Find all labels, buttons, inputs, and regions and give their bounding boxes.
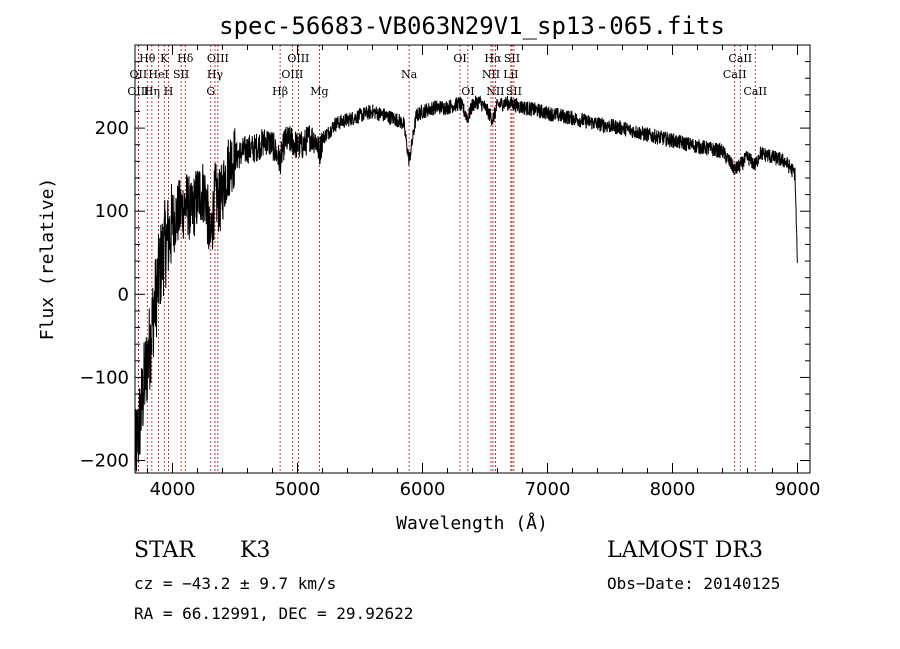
line-label: Hβ (272, 85, 288, 98)
spectral-class: STAR (134, 538, 195, 563)
y-tick-label: 0 (118, 284, 129, 305)
x-tick-label: 9000 (775, 479, 821, 500)
spectrum-line (134, 95, 798, 472)
line-label: NII (486, 85, 504, 98)
x-axis: 4000 5000 6000 7000 8000 9000 (147, 45, 821, 500)
line-label: OI (453, 52, 466, 65)
y-axis: −200 −100 0 100 200 (80, 61, 810, 472)
x-tick-label: 8000 (650, 479, 696, 500)
y-tick-label: 200 (95, 118, 129, 139)
line-label: Mg (310, 85, 328, 98)
line-label: Hη (144, 85, 160, 98)
line-label: NII (482, 68, 500, 81)
line-label: OIII (281, 68, 303, 81)
sky-coordinates: RA = 66.12991, DEC = 29.92622 (134, 604, 414, 623)
redshift-cz: cz = −43.2 ± 9.7 km/s (134, 574, 337, 593)
x-tick-label: 7000 (525, 479, 571, 500)
line-label: K (160, 52, 169, 65)
y-tick-label: 100 (95, 201, 129, 222)
line-label: Hδ (177, 52, 194, 65)
line-label: G (206, 85, 215, 98)
survey-name: LAMOST DR3 (607, 538, 763, 563)
line-label: Hγ (207, 68, 224, 81)
line-label: SII (506, 85, 522, 98)
y-axis-label: Flux (relative) (37, 178, 58, 341)
line-label: LiI (503, 68, 518, 81)
line-label: Hθ (139, 52, 156, 65)
line-label: OIII (287, 52, 309, 65)
line-label: OI (461, 85, 474, 98)
chart-title: spec-56683-VB063N29V1_sp13-065.fits (219, 12, 725, 40)
line-label: SII (504, 52, 520, 65)
line-label: HeI (148, 68, 168, 81)
line-label: CaII (723, 68, 747, 81)
line-label: Na (401, 68, 418, 81)
line-label: SII (173, 68, 189, 81)
x-tick-label: 4000 (150, 479, 196, 500)
x-axis-label: Wavelength (Å) (396, 512, 548, 534)
x-tick-label: 6000 (400, 479, 446, 500)
y-tick-label: −200 (80, 451, 129, 472)
observation-date: Obs−Date: 20140125 (607, 574, 781, 593)
line-labels: Hθ OII OIII K HeI Hη H Hδ SII OIII Hγ G Hβ OIII OIII Mg… (127, 52, 767, 98)
line-label: Hα (484, 52, 502, 65)
x-tick-label: 5000 (275, 479, 321, 500)
spectral-subclass: K3 (240, 538, 271, 563)
line-label: H (164, 85, 174, 98)
line-label: OII (130, 68, 148, 81)
line-label: CaII (743, 85, 767, 98)
line-label: OIII (127, 85, 149, 98)
y-tick-label: −100 (80, 367, 129, 388)
line-label: CaII (728, 52, 752, 65)
line-label: OIII (207, 52, 229, 65)
